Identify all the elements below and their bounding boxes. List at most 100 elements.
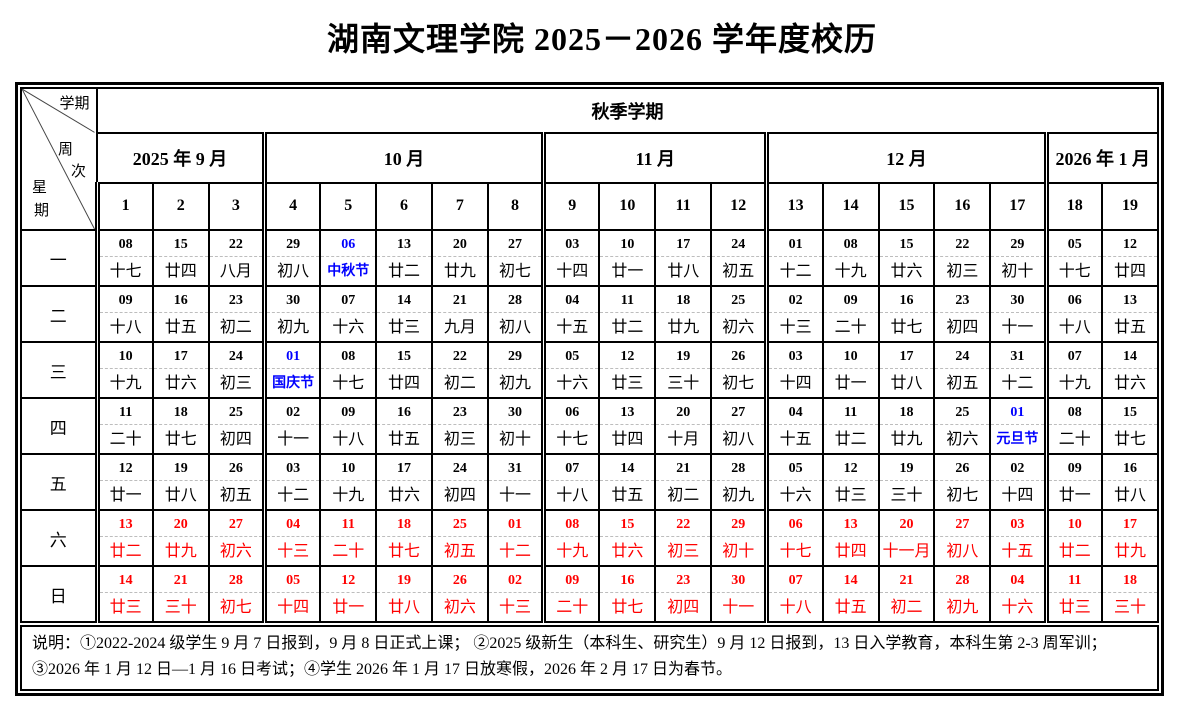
- date-cell: 29 初十: [989, 229, 1048, 287]
- date-cell: 12 廿一: [319, 565, 378, 623]
- date-number: 31: [992, 344, 1044, 369]
- date-cell: 19 廿八: [151, 453, 210, 511]
- lunar-date: 廿七: [1113, 431, 1146, 448]
- lunar-date: 廿五: [1113, 319, 1146, 336]
- date-number: 15: [378, 344, 430, 369]
- day-of-week-label: 日: [20, 565, 98, 623]
- week-number-12: 12: [710, 181, 768, 232]
- date-cell: 08 十七: [319, 341, 378, 399]
- day-row-六: 六 13 廿二 20 廿九 27 初六 04 十三 11 二十 18 廿七 25 初五 01 十二 08 十九 15 廿…: [20, 509, 1160, 567]
- date-cell: 13 廿五: [1100, 285, 1160, 343]
- date-cell: 21 初二: [877, 565, 936, 623]
- date-cell: 03 十四: [541, 229, 601, 287]
- date-number: 19: [657, 344, 710, 369]
- lunar-date: 三十: [1113, 599, 1146, 616]
- date-cell: 25 初六: [710, 285, 768, 343]
- date-cell: 11 廿二: [821, 397, 880, 455]
- lunar-date: 廿七: [164, 431, 197, 448]
- date-cell: 16 廿七: [877, 285, 936, 343]
- day-row-三: 三 10 十九 17 廿六 24 初三 01 国庆节 08 十七 15 廿四 22 初二 29 初九 05 十六 12…: [20, 341, 1160, 399]
- week-number-3: 3: [207, 181, 266, 232]
- date-number: 12: [101, 456, 151, 481]
- festival-label: 中秋节: [327, 264, 370, 279]
- date-cell: 07 十六: [319, 285, 378, 343]
- lunar-date: 十九: [556, 543, 589, 560]
- date-number: 11: [601, 288, 654, 313]
- date-cell: 07 十八: [764, 565, 824, 623]
- lunar-date: 十七: [779, 543, 812, 560]
- date-number: 08: [101, 232, 151, 257]
- corner-diagonal-lines: [23, 90, 95, 228]
- date-number: 10: [101, 344, 151, 369]
- date-number: 14: [1103, 344, 1156, 369]
- date-cell: 18 廿九: [654, 285, 713, 343]
- day-of-week-label: 六: [20, 509, 98, 567]
- page-title: 湖南文理学院 2025－2026 学年度校历: [326, 21, 877, 57]
- date-number: 26: [433, 568, 486, 593]
- note-line-2: ③2026 年 1 月 12 日—1 月 16 日考试；④学生 2026 年 1…: [32, 661, 733, 678]
- date-cell: 06 十七: [764, 509, 824, 567]
- date-number: 24: [936, 344, 989, 369]
- date-number: 14: [378, 288, 430, 313]
- lunar-date: 初三: [667, 543, 700, 560]
- month-header-3: 11 月: [541, 132, 768, 184]
- date-cell: 20 十月: [654, 397, 713, 455]
- calendar-frame: 学期 周 次 星 期 秋季学期 2025 年 9 月 10 月 11 月 12 月 20…: [15, 82, 1164, 696]
- lunar-date: 十七: [109, 263, 142, 280]
- lunar-date: 廿八: [890, 375, 923, 392]
- lunar-date: 八月: [219, 263, 252, 280]
- date-cell: 23 初三: [430, 397, 489, 455]
- lunar-date: 初三: [219, 375, 252, 392]
- date-number: 02: [992, 456, 1044, 481]
- date-cell: 25 初四: [207, 397, 266, 455]
- corner-label-week-char2: 次: [71, 164, 87, 180]
- lunar-date: 廿三: [388, 319, 421, 336]
- date-number: 17: [880, 344, 933, 369]
- date-number: 17: [154, 344, 207, 369]
- date-number: 15: [880, 232, 933, 257]
- date-number: 05: [269, 568, 319, 593]
- date-cell: 24 初四: [430, 453, 489, 511]
- date-cell: 30 初九: [261, 285, 322, 343]
- date-number: 01: [489, 512, 542, 537]
- lunar-date: 初九: [722, 487, 755, 504]
- date-cell: 13 廿二: [375, 229, 433, 287]
- date-number: 20: [433, 232, 486, 257]
- date-number: 08: [1051, 400, 1100, 425]
- lunar-date: 九月: [443, 319, 476, 336]
- date-number: 27: [936, 512, 989, 537]
- date-number: 26: [936, 456, 989, 481]
- lunar-date: 十八: [332, 431, 365, 448]
- lunar-date: 廿六: [890, 263, 923, 280]
- date-cell: 06 中秋节: [319, 229, 378, 287]
- lunar-date: 二十: [556, 599, 589, 616]
- lunar-date: 十七: [556, 431, 589, 448]
- date-cell: 02 十三: [764, 285, 824, 343]
- date-cell: 01 国庆节: [261, 341, 322, 399]
- week-number-5: 5: [319, 181, 378, 232]
- day-of-week-label: 四: [20, 397, 98, 455]
- lunar-date: 初五: [219, 487, 252, 504]
- date-cell: 09 十八: [94, 285, 154, 343]
- lunar-date: 二十: [332, 543, 365, 560]
- date-number: 30: [269, 288, 319, 313]
- date-cell: 14 廿三: [375, 285, 433, 343]
- date-cell: 07 十八: [541, 453, 601, 511]
- date-number: 03: [771, 344, 821, 369]
- lunar-date: 廿二: [388, 263, 421, 280]
- corner-label-day-char1: 星: [32, 180, 48, 196]
- day-row-日: 日 14 廿三 21 三十 28 初七 05 十四 12 廿一 19 廿八 26 初六 02 十三 09 二十 16 廿…: [20, 565, 1160, 623]
- note-line-1: 说明：①2022-2024 级学生 9 月 7 日报到，9 月 8 日正式上课；…: [32, 635, 1107, 652]
- date-number: 10: [322, 456, 375, 481]
- week-number-17: 17: [989, 181, 1048, 232]
- lunar-date: 十一: [277, 431, 310, 448]
- lunar-date: 廿八: [1113, 487, 1146, 504]
- date-number: 05: [548, 344, 598, 369]
- lunar-date: 廿四: [1113, 263, 1146, 280]
- corner-cell: 学期 周 次 星 期: [20, 87, 98, 231]
- date-number: 12: [322, 568, 375, 593]
- date-number: 18: [378, 512, 430, 537]
- date-number: 01: [771, 232, 821, 257]
- date-number: 04: [771, 400, 821, 425]
- date-cell: 30 初十: [486, 397, 545, 455]
